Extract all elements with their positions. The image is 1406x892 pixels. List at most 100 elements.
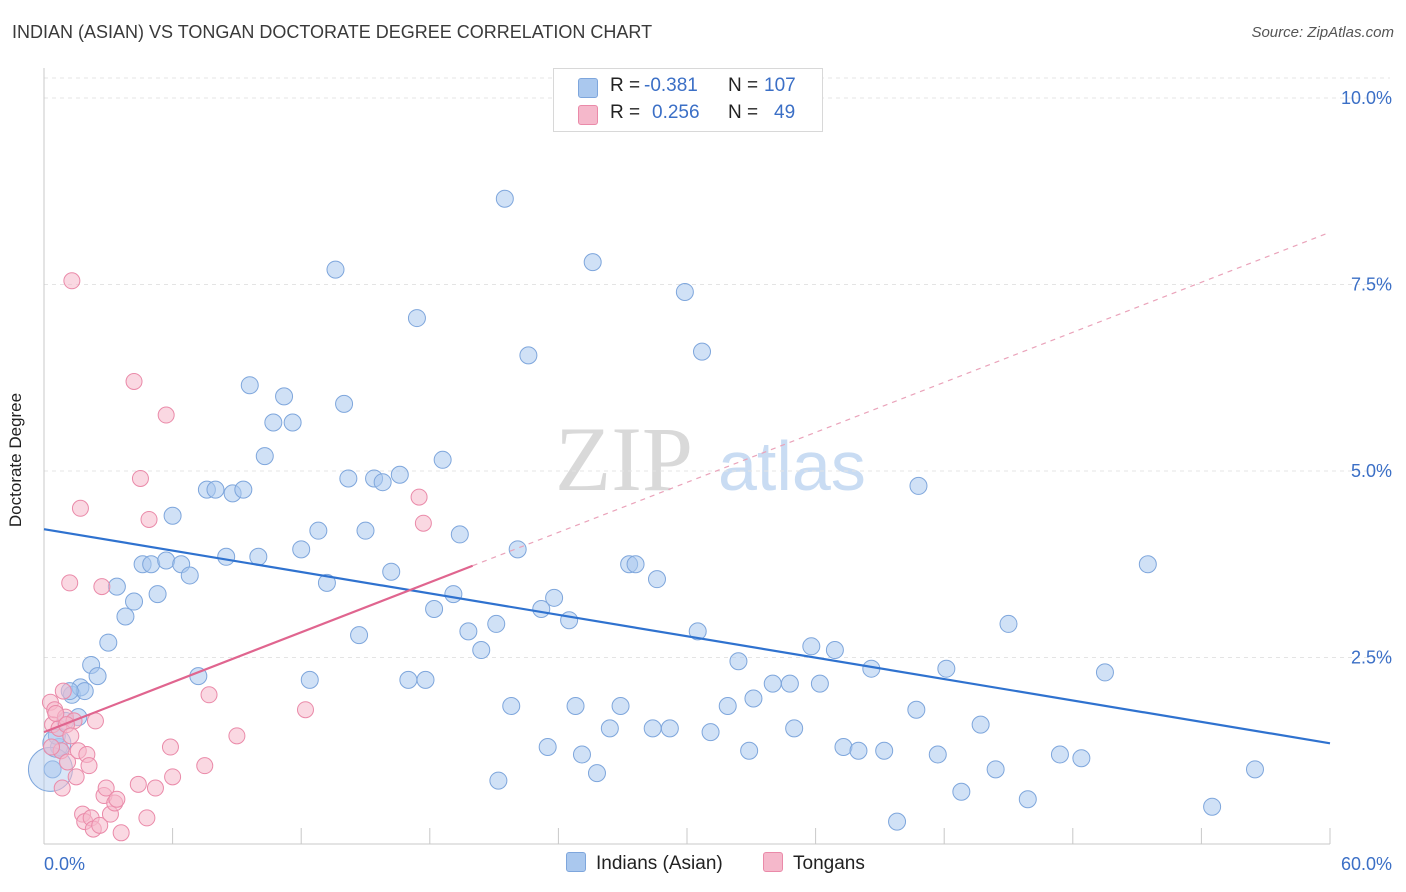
data-point-indians	[566, 696, 585, 715]
data-point-indians	[489, 771, 508, 790]
data-point-tongans	[62, 727, 80, 745]
data-point-tongans	[125, 372, 143, 390]
data-point-tongans	[91, 816, 109, 834]
data-point-indians	[433, 450, 452, 469]
data-point-indians	[647, 570, 666, 589]
data-point-indians	[275, 387, 294, 406]
legend-swatch-tongans	[578, 105, 598, 125]
bottom-legend-swatch-tongans	[763, 852, 783, 872]
data-point-indians	[907, 700, 926, 719]
data-point-indians	[1050, 745, 1069, 764]
data-point-indians	[744, 689, 763, 708]
data-point-indians	[1138, 555, 1157, 574]
data-point-indians	[1018, 790, 1037, 809]
data-point-indians	[718, 696, 737, 715]
data-point-indians	[825, 641, 844, 660]
data-point-tongans	[80, 757, 98, 775]
data-point-indians	[399, 670, 418, 689]
data-point-indians	[300, 670, 319, 689]
y-tick-label: 5.0%	[1351, 461, 1392, 481]
data-point-indians	[701, 723, 720, 742]
data-point-indians	[937, 659, 956, 678]
trend-line-indians	[43, 528, 1331, 745]
watermark-zip: ZIP	[555, 408, 693, 510]
x-tick-label-min: 0.0%	[44, 854, 85, 874]
chart-title: INDIAN (ASIAN) VS TONGAN DOCTORATE DEGRE…	[12, 22, 653, 42]
data-point-indians	[693, 342, 712, 361]
data-point-indians	[688, 622, 707, 641]
data-point-tongans	[71, 499, 89, 517]
data-point-indians	[740, 741, 759, 760]
data-point-indians	[971, 715, 990, 734]
data-point-tongans	[97, 779, 115, 797]
data-point-tongans	[200, 686, 218, 704]
bottom-legend-tongans: Tongans	[763, 852, 865, 875]
data-point-indians	[335, 394, 354, 413]
data-point-indians	[909, 476, 928, 495]
data-point-tongans	[67, 768, 85, 786]
data-point-indians	[283, 413, 302, 432]
data-point-indians	[142, 555, 161, 574]
data-point-tongans	[108, 790, 126, 808]
data-point-indians	[206, 480, 225, 499]
data-point-indians	[849, 741, 868, 760]
data-point-indians	[416, 670, 435, 689]
data-point-indians	[888, 812, 907, 831]
data-point-tongans	[131, 469, 149, 487]
data-point-indians	[519, 346, 538, 365]
data-point-tongans	[157, 406, 175, 424]
data-point-tongans	[43, 738, 61, 756]
data-point-tongans	[112, 824, 130, 842]
data-point-indians	[390, 465, 409, 484]
data-point-indians	[538, 738, 557, 757]
data-point-indians	[148, 585, 167, 604]
data-point-indians	[264, 413, 283, 432]
data-point-indians	[1095, 663, 1114, 682]
data-point-tongans	[196, 757, 214, 775]
data-point-indians	[643, 719, 662, 738]
legend-n-value: 49	[774, 102, 796, 123]
data-point-tongans	[59, 753, 77, 771]
data-point-indians	[309, 521, 328, 540]
data-point-indians	[249, 547, 268, 566]
data-point-indians	[116, 607, 135, 626]
data-point-tongans	[414, 514, 432, 532]
data-point-indians	[508, 540, 527, 559]
data-point-indians	[952, 782, 971, 801]
data-point-tongans	[138, 809, 156, 827]
data-point-tongans	[146, 779, 164, 797]
legend-r-label: R =	[610, 75, 641, 96]
legend-r-value: -0.381	[644, 75, 698, 96]
data-point-tongans	[129, 775, 147, 793]
legend-n-label: N =	[728, 102, 759, 123]
data-point-indians	[1072, 749, 1091, 768]
data-point-tongans	[410, 488, 428, 506]
source-credit: Source: ZipAtlas.com	[1251, 24, 1394, 41]
data-point-indians	[780, 674, 799, 693]
legend-swatch-indians	[578, 78, 598, 98]
data-point-indians	[425, 600, 444, 619]
data-point-indians	[125, 592, 144, 611]
data-point-indians	[729, 652, 748, 671]
data-point-indians	[583, 253, 602, 272]
data-point-indians	[572, 745, 591, 764]
y-tick-label: 7.5%	[1351, 275, 1392, 295]
bottom-legend-label-indians: Indians (Asian)	[596, 853, 723, 874]
data-point-indians	[560, 611, 579, 630]
data-point-indians	[350, 626, 369, 645]
bottom-legend-label-tongans: Tongans	[793, 853, 865, 874]
data-point-indians	[234, 480, 253, 499]
watermark-atlas: atlas	[718, 427, 866, 505]
legend-n-value: 107	[764, 75, 796, 96]
data-point-tongans	[228, 727, 246, 745]
data-point-indians	[157, 551, 176, 570]
legend-n-label: N =	[728, 75, 759, 96]
y-tick-label: 10.0%	[1341, 88, 1392, 108]
data-point-indians	[502, 696, 521, 715]
data-point-indians	[217, 547, 236, 566]
data-point-tongans	[93, 578, 111, 596]
data-point-indians	[107, 577, 126, 596]
data-point-tongans	[63, 272, 81, 290]
data-point-indians	[444, 585, 463, 604]
